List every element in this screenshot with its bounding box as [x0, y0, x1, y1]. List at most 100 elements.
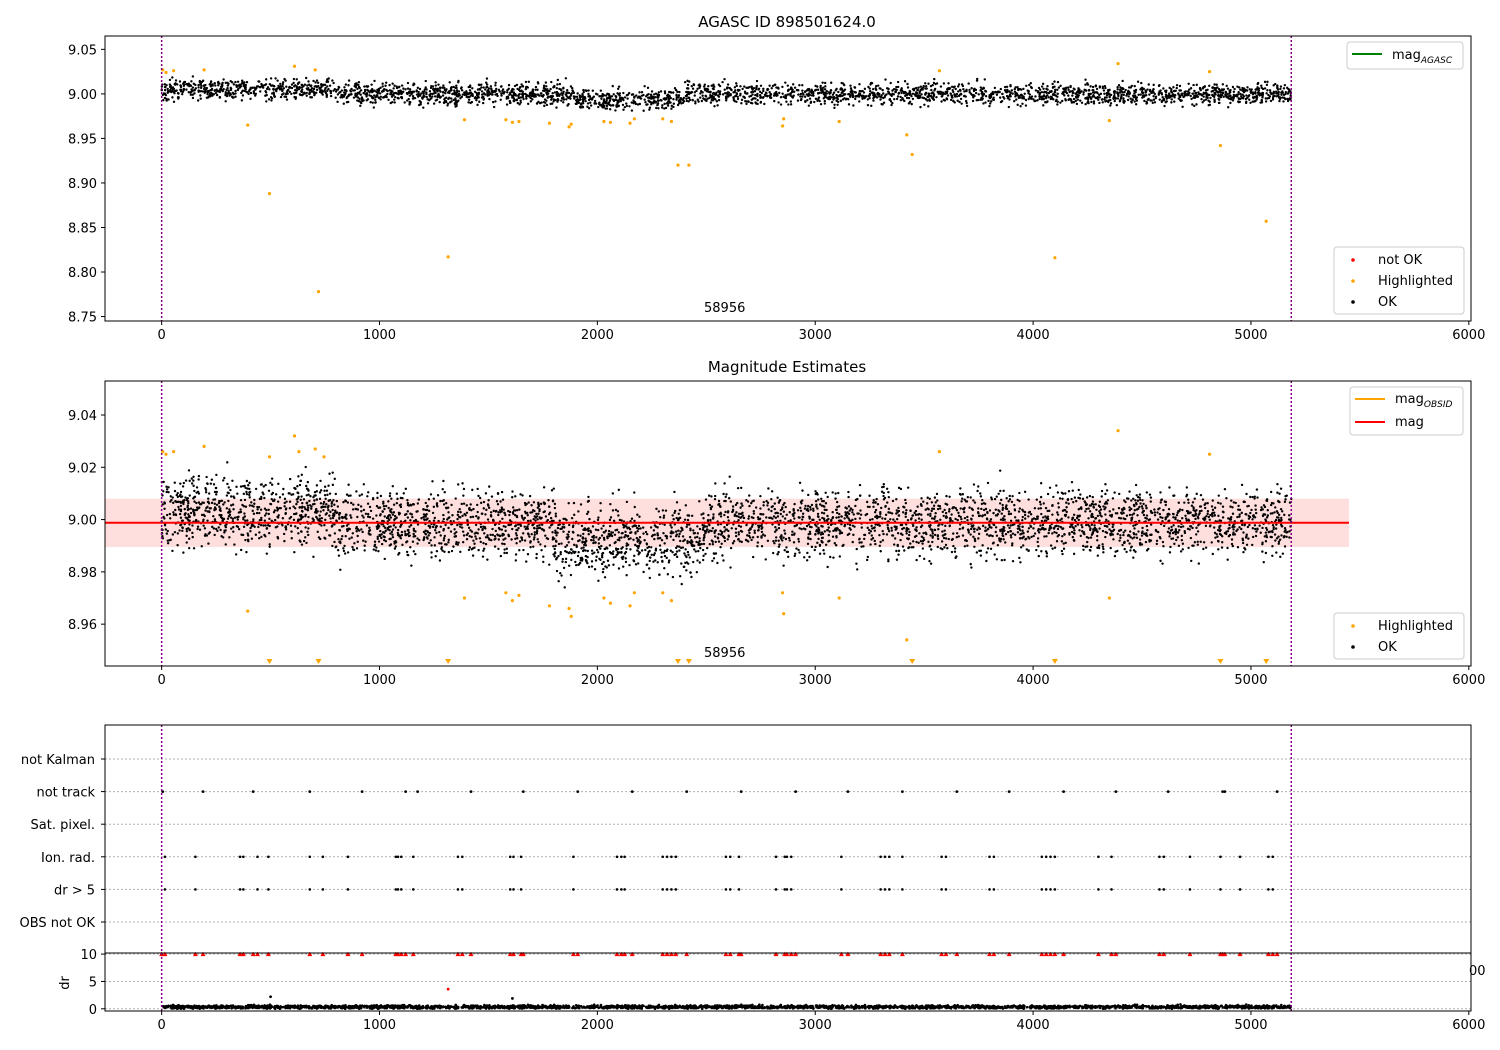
ok-point: [436, 95, 439, 99]
ok-point: [203, 86, 206, 89]
ok-point: [239, 485, 243, 488]
ok-point: [868, 90, 872, 93]
ok-point: [735, 92, 739, 95]
ok-point: [663, 91, 667, 95]
ok-point: [1071, 91, 1075, 95]
ok-point: [1241, 89, 1244, 92]
ok-point: [327, 87, 330, 91]
ok-point: [911, 524, 915, 528]
ok-point: [553, 506, 557, 510]
ok-point: [314, 81, 317, 84]
ok-point: [1072, 101, 1076, 104]
ok-point: [420, 92, 423, 95]
legend-not-ok: not OK: [1378, 253, 1423, 268]
ok-point: [754, 93, 757, 97]
ok-point: [325, 529, 328, 532]
ok-point: [736, 97, 740, 101]
ok-point: [1074, 92, 1077, 95]
ok-point: [468, 91, 471, 95]
ok-point: [1187, 501, 1190, 504]
ok-point: [881, 103, 884, 106]
ok-point: [412, 532, 415, 536]
ok-point: [939, 85, 943, 88]
ok-point: [836, 97, 840, 101]
ok-point: [1237, 91, 1240, 94]
ok-point: [244, 538, 247, 542]
ok-point: [1144, 516, 1147, 520]
ok-point: [1165, 97, 1169, 100]
ok-point: [427, 534, 430, 537]
ok-point: [444, 92, 447, 95]
ok-point: [454, 99, 458, 102]
ok-point: [226, 87, 229, 90]
ok-point: [650, 101, 653, 104]
ok-point: [453, 90, 456, 94]
ok-point: [1027, 515, 1030, 518]
ok-point: [873, 529, 877, 532]
ok-point: [1242, 95, 1246, 98]
ok-point: [785, 546, 788, 549]
ok-point: [640, 549, 644, 552]
ok-point: [165, 97, 168, 101]
ok-point: [1089, 536, 1093, 539]
ok-point: [171, 533, 175, 536]
ok-point: [756, 98, 759, 102]
ok-point: [1056, 103, 1059, 106]
ok-point: [984, 526, 987, 529]
ok-point: [945, 91, 949, 95]
ok-point: [1126, 98, 1130, 102]
ok-point: [519, 96, 523, 99]
ok-point: [808, 97, 812, 100]
ok-point: [772, 515, 776, 518]
ok-point: [381, 90, 384, 93]
ok-point: [359, 89, 363, 92]
ok-point: [341, 535, 344, 538]
ok-point: [356, 87, 359, 91]
ok-point: [365, 93, 369, 96]
ok-point: [785, 100, 788, 103]
ok-point: [481, 101, 485, 105]
ok-point: [290, 86, 294, 90]
ok-point: [820, 499, 824, 503]
ok-point: [773, 542, 776, 545]
ok-point: [1280, 510, 1284, 513]
ok-point: [313, 85, 316, 88]
ok-point: [587, 89, 590, 92]
ok-point: [621, 103, 625, 107]
ok-point: [1216, 501, 1220, 504]
ok-point: [295, 89, 299, 92]
ok-point: [582, 96, 585, 99]
ok-point: [768, 84, 771, 87]
ok-point: [456, 513, 459, 517]
ok-point: [1195, 103, 1198, 106]
ok-point: [366, 502, 370, 505]
ok-point: [784, 537, 788, 541]
ok-point: [916, 95, 920, 98]
ok-point: [163, 524, 167, 527]
ok-point: [306, 504, 310, 507]
ok-point: [1269, 99, 1273, 103]
ok-point: [1281, 91, 1284, 95]
ok-point: [443, 98, 446, 101]
ok-point: [992, 96, 995, 99]
ok-point: [518, 103, 521, 106]
ok-point: [608, 96, 612, 100]
ok-point: [902, 91, 906, 95]
ok-point: [171, 76, 174, 79]
ok-point: [1016, 85, 1019, 89]
ok-point: [562, 566, 566, 570]
ok-point: [295, 86, 299, 90]
ok-point: [636, 529, 639, 533]
ok-point: [1282, 100, 1285, 103]
ok-point: [897, 553, 900, 556]
ok-point: [331, 516, 335, 520]
ok-point: [1049, 97, 1052, 101]
ok-point: [968, 91, 971, 94]
ok-point: [590, 549, 594, 552]
ok-point: [406, 516, 410, 519]
ok-point: [842, 83, 846, 87]
ok-point: [1194, 91, 1197, 95]
ok-point: [192, 547, 196, 550]
ok-point: [366, 98, 370, 101]
ok-point: [948, 495, 951, 498]
